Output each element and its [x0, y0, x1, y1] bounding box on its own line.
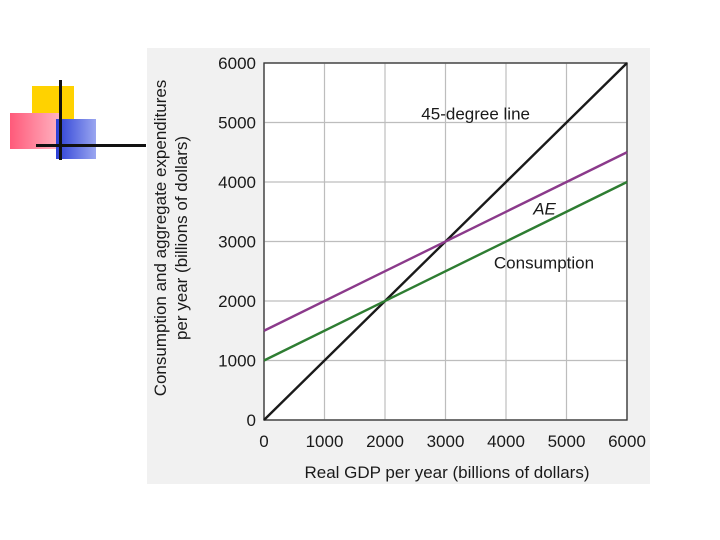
series-label-consumption: Consumption [494, 253, 594, 272]
series-line-ae [263, 151, 628, 332]
x-axis-label: Real GDP per year (billions of dollars) [304, 463, 589, 482]
y-tick-label: 3000 [218, 233, 256, 252]
deco-vertical-line [59, 80, 62, 160]
y-tick-label: 2000 [218, 292, 256, 311]
x-tick-label: 5000 [548, 432, 586, 451]
x-tick-label: 1000 [306, 432, 344, 451]
x-tick-label: 0 [259, 432, 268, 451]
y-axis-label-line2: per year (billions of dollars) [172, 136, 191, 340]
aggregate-expenditures-chart: 45-degree line AE Consumption 0 1000 2000 300… [151, 54, 646, 482]
series-label-ae: AE [532, 200, 556, 219]
deco-pink-square [10, 113, 60, 149]
x-tick-label: 4000 [487, 432, 525, 451]
chart-panel: 45-degree line AE Consumption 0 1000 2000 300… [147, 48, 650, 484]
series-label-45-degree-line: 45-degree line [421, 105, 530, 124]
series-line-consumption [263, 180, 628, 362]
plot-border [263, 62, 628, 421]
x-tick-label: 6000 [608, 432, 646, 451]
y-axis-label-line1: Consumption and aggregate expenditures [151, 80, 170, 397]
x-tick-label: 3000 [427, 432, 465, 451]
y-tick-label: 0 [247, 411, 256, 430]
y-tick-label: 4000 [218, 173, 256, 192]
y-tick-label: 6000 [218, 54, 256, 73]
y-tick-label: 5000 [218, 114, 256, 133]
y-tick-label: 1000 [218, 352, 256, 371]
deco-horizontal-line [36, 144, 146, 147]
deco-blue-square [56, 119, 96, 159]
x-tick-label: 2000 [366, 432, 404, 451]
